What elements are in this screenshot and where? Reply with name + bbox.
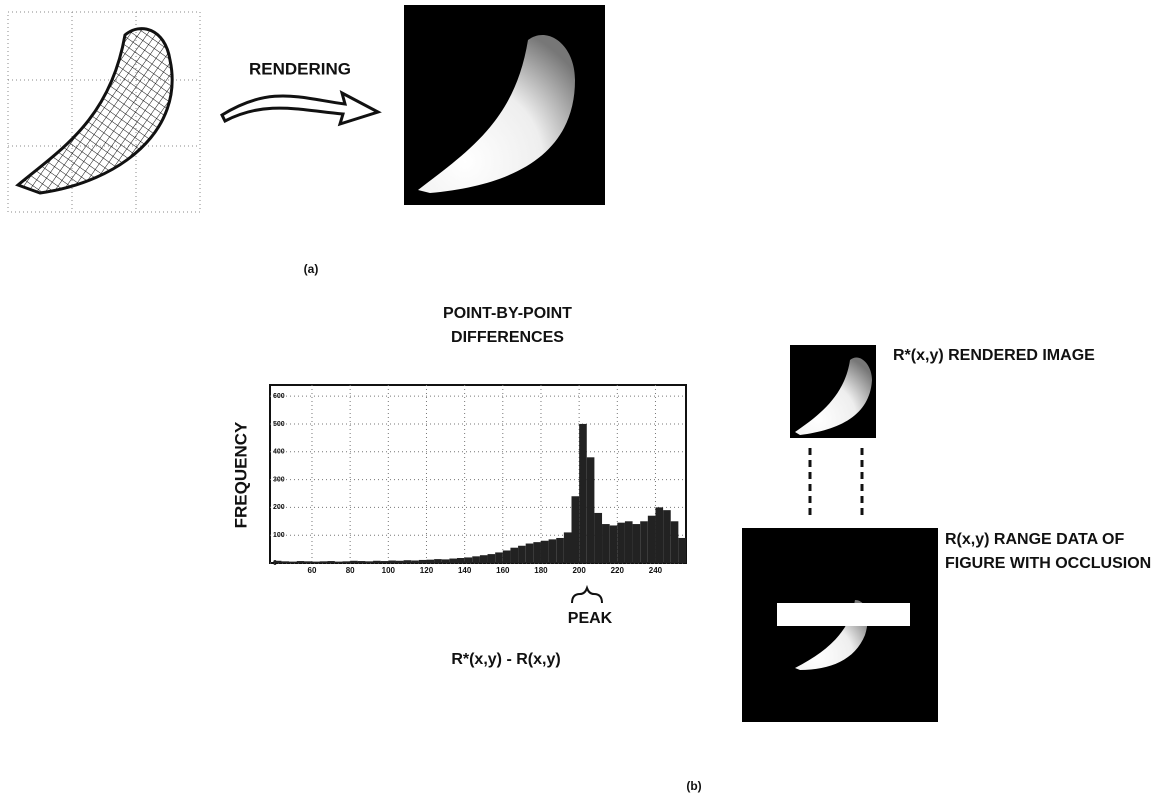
bar — [365, 561, 373, 563]
bar — [449, 559, 457, 563]
y-tick-label: 200 — [273, 504, 285, 511]
bar — [358, 561, 366, 563]
bar — [640, 521, 648, 563]
bar — [442, 559, 450, 563]
bar — [495, 552, 503, 563]
x-tick-label: 140 — [458, 566, 472, 575]
x-tick-label: 120 — [420, 566, 434, 575]
bar — [434, 559, 442, 563]
x-tick-label: 60 — [308, 566, 317, 575]
caption: (b) — [686, 779, 701, 793]
bar — [381, 561, 389, 563]
peak-brace — [572, 588, 602, 603]
y-tick-label: 400 — [273, 449, 285, 456]
page: RENDERING (a) FREQUENCY R*(x,y) - R(x,y)… — [0, 0, 1164, 799]
bar — [297, 561, 305, 563]
bar — [533, 542, 541, 563]
bar — [419, 560, 427, 563]
bar — [396, 561, 404, 563]
bar — [587, 457, 595, 563]
bar — [572, 496, 580, 563]
bar — [320, 561, 328, 563]
bar — [343, 561, 351, 563]
bar — [510, 548, 518, 563]
bar — [388, 560, 396, 563]
bar — [274, 561, 282, 563]
bar — [472, 556, 480, 563]
bar — [404, 560, 412, 563]
bar — [648, 516, 656, 563]
bar — [633, 524, 641, 563]
bar — [289, 562, 297, 563]
bar — [465, 557, 473, 563]
bar — [350, 561, 358, 563]
bar — [655, 507, 663, 563]
range-label: R(x,y) RANGE DATA OF FIGURE WITH OCCLUSI… — [945, 528, 1160, 576]
bar — [312, 562, 320, 563]
x-tick-label: 100 — [382, 566, 396, 575]
projection-lines — [810, 448, 862, 520]
wireframe-shape — [18, 29, 172, 193]
bar — [526, 544, 534, 563]
bar — [503, 550, 511, 563]
bar — [541, 541, 549, 563]
bar — [663, 510, 671, 563]
bar — [457, 558, 465, 563]
bar — [625, 521, 633, 563]
chart-title: POINT-BY-POINT DIFFERENCES — [400, 302, 615, 350]
bar — [518, 546, 526, 563]
bar — [480, 555, 488, 563]
y-tick-label: 600 — [273, 393, 285, 400]
bar — [411, 560, 419, 563]
bar — [602, 524, 610, 563]
arrow — [222, 93, 378, 124]
x-axis-label: R*(x,y) - R(x,y) — [451, 651, 560, 668]
y-tick-label: 100 — [273, 532, 285, 539]
bar — [678, 538, 686, 563]
bar — [549, 539, 557, 563]
x-tick-label: 240 — [649, 566, 663, 575]
bar — [610, 525, 618, 563]
x-tick-label: 220 — [611, 566, 625, 575]
x-tick-label: 160 — [496, 566, 510, 575]
arrow-label: RENDERING — [249, 59, 351, 78]
x-tick-label: 200 — [572, 566, 586, 575]
x-tick-label: 180 — [534, 566, 548, 575]
bar — [617, 523, 625, 563]
caption: (a) — [304, 262, 319, 276]
occlusion — [777, 603, 910, 626]
bar — [579, 424, 587, 563]
bar — [488, 554, 496, 563]
figure: RENDERING (a) FREQUENCY R*(x,y) - R(x,y)… — [0, 0, 1164, 799]
bar — [426, 560, 434, 563]
bar — [594, 513, 602, 563]
bar — [281, 561, 289, 563]
bar — [564, 532, 572, 563]
bar — [304, 561, 312, 563]
rendered-label: R*(x,y) RENDERED IMAGE — [893, 344, 1108, 368]
y-tick-label: 300 — [273, 476, 285, 483]
y-axis-label: FREQUENCY — [231, 421, 250, 528]
bar — [671, 521, 679, 563]
bar — [373, 561, 381, 563]
y-tick-label: 500 — [273, 421, 285, 428]
bar — [335, 562, 343, 563]
bar — [556, 538, 564, 563]
peak-label: PEAK — [568, 610, 613, 627]
x-tick-label: 80 — [346, 566, 355, 575]
bar — [327, 561, 335, 563]
